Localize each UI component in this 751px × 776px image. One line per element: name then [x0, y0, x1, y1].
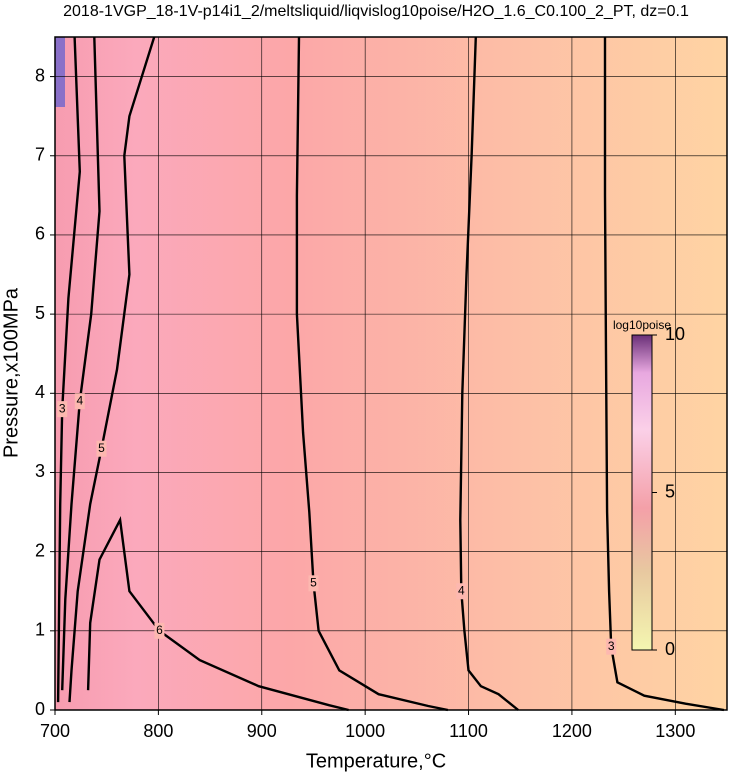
- y-tick-label: 2: [35, 540, 45, 560]
- x-tick-label: 700: [40, 721, 70, 741]
- contour-label-bg: [57, 401, 68, 418]
- colorbar-tick-label: 10: [665, 324, 685, 344]
- x-tick-label: 1200: [552, 721, 592, 741]
- contour-label: 3: [608, 639, 615, 653]
- x-tick-label: 1000: [345, 721, 385, 741]
- y-tick-label: 4: [35, 382, 45, 402]
- chart-title: 2018-1VGP_18-1V-p14i1_2/meltsliquid/liqv…: [63, 3, 689, 20]
- colorbar-tick-label: 0: [665, 639, 675, 659]
- contour-label: 6: [156, 623, 163, 637]
- contour-line: [86, 516, 349, 712]
- y-tick-label: 5: [35, 303, 45, 323]
- contour-label-bg: [154, 622, 165, 639]
- contour-line: [68, 36, 156, 703]
- contour-label-bg: [606, 638, 617, 655]
- y-tick-label: 0: [35, 699, 45, 719]
- y-axis-label: Pressure,x100MPa: [0, 287, 22, 458]
- contour-label: 5: [98, 441, 105, 455]
- y-tick-label: 8: [35, 65, 45, 85]
- x-tick-label: 800: [143, 721, 173, 741]
- contour-label-bg: [96, 440, 107, 457]
- contour-label-bg: [74, 393, 85, 410]
- y-tick-label: 7: [35, 145, 45, 165]
- contour-label-bg: [456, 583, 467, 600]
- plot-region-shade: [55, 37, 65, 107]
- contour-label-bg: [308, 575, 319, 592]
- contour-line: [56, 36, 82, 703]
- contour-label: 3: [59, 401, 66, 415]
- x-tick-label: 900: [247, 721, 277, 741]
- contour-label: 5: [310, 575, 317, 589]
- contour-line: [603, 37, 725, 712]
- y-tick-label: 3: [35, 461, 45, 481]
- colorbar: [631, 334, 653, 651]
- colorbar-label: log10poise: [613, 318, 671, 332]
- colorbar-tick-label: 5: [665, 481, 675, 501]
- x-tick-label: 1300: [655, 721, 695, 741]
- plot-background: [55, 37, 727, 710]
- plot-frame: [54, 36, 728, 711]
- contour-label: 4: [76, 393, 83, 407]
- y-tick-label: 6: [35, 224, 45, 244]
- x-axis-label: Temperature,°C: [306, 750, 446, 772]
- x-tick-label: 1100: [449, 721, 488, 741]
- contour-label: 4: [458, 583, 465, 597]
- y-tick-label: 1: [35, 620, 45, 640]
